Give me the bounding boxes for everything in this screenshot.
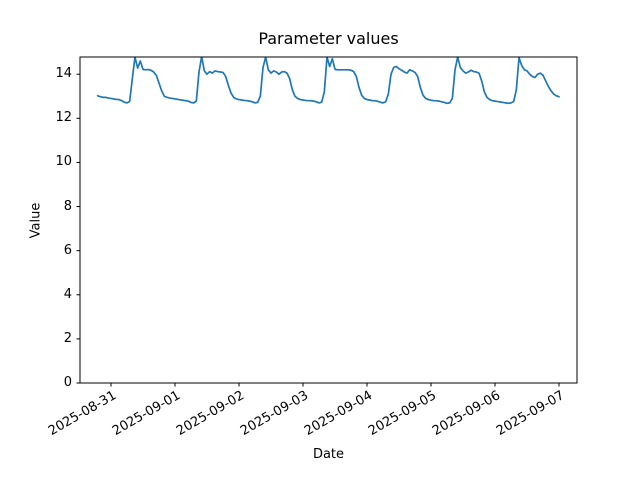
y-tick-label: 6 <box>63 242 72 258</box>
x-axis-label: Date <box>312 447 345 462</box>
y-tick-label: 2 <box>63 330 72 346</box>
data-series-line <box>96 57 560 105</box>
plot-border <box>79 56 578 384</box>
y-tick-label: 8 <box>63 198 72 214</box>
y-tick-label: 4 <box>63 286 72 302</box>
y-axis-label: Value <box>28 202 44 239</box>
y-tick-label: 14 <box>55 66 72 82</box>
chart-title: Parameter values <box>258 29 399 48</box>
y-tick-label: 12 <box>55 110 72 126</box>
y-tick-label: 0 <box>63 375 72 390</box>
y-tick-label: 10 <box>55 154 72 170</box>
